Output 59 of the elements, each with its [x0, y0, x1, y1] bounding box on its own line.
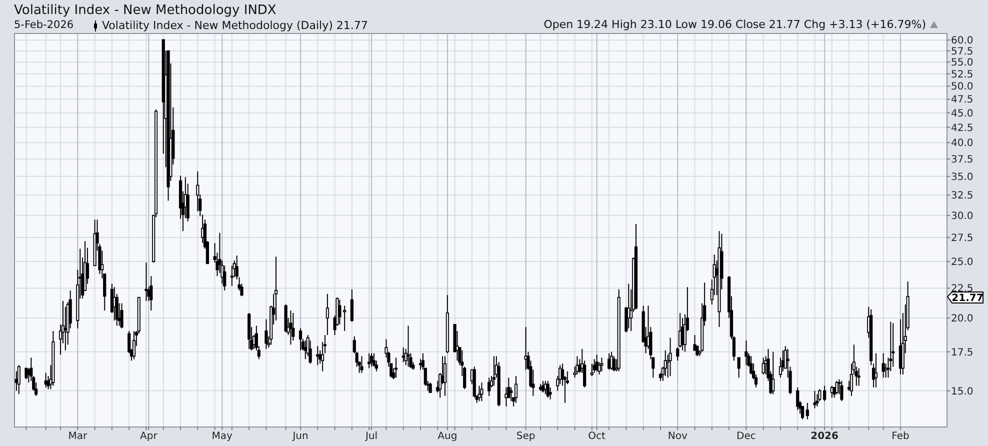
candlestick: [617, 288, 620, 372]
candlestick: [813, 390, 816, 409]
candlestick: [806, 402, 809, 420]
y-tick-label: 22.5: [951, 284, 974, 295]
candlestick: [532, 369, 535, 396]
y-tick-label: 45.0: [951, 108, 974, 120]
candlestick: [323, 334, 327, 354]
x-tick-label: Oct: [588, 431, 606, 442]
candlestick: [230, 265, 234, 286]
candlestick: [68, 290, 72, 329]
candlestick: [343, 305, 346, 332]
x-tick-label: Dec: [736, 431, 756, 442]
candlestick: [664, 350, 667, 377]
y-tick-label: 35.0: [951, 172, 974, 183]
y-tick-label: 52.5: [951, 69, 974, 80]
text: Open 19.24 High 23.10 Low 19.06 Close 21.77 Chg +3.13 (+16.79%): [544, 18, 926, 31]
y-tick-label: 30.0: [951, 210, 974, 222]
x-tick-label: Sep: [516, 431, 536, 442]
x-tick-label: Mar: [68, 431, 88, 442]
legend-label: Volatility Index - New Methodology (Daily) 21.77: [102, 19, 368, 32]
candlestick: [52, 330, 55, 386]
y-tick-label: 57.5: [951, 46, 974, 58]
candlestick: [857, 368, 860, 386]
y-tick-label: 50.0: [951, 82, 974, 93]
candlestick: [406, 325, 410, 368]
y-tick-label: 40.0: [951, 138, 974, 150]
y-tick-label: 60.0: [951, 36, 974, 47]
candlestick: [274, 256, 278, 322]
x-tick-label: Nov: [668, 431, 688, 442]
candlestick: [360, 356, 364, 374]
x-tick-label: May: [212, 431, 233, 442]
x-tick-label: Aug: [438, 431, 458, 442]
x-tick-label: Feb: [892, 431, 910, 442]
y-tick-label: 27.5: [951, 232, 974, 244]
chart-title: Volatility Index - New Methodology INDX: [14, 3, 276, 18]
x-tick-label: Apr: [140, 431, 158, 442]
x-tick-label: 2026: [810, 431, 839, 442]
y-tick-label: 55.0: [951, 58, 974, 69]
y-tick-label: 37.5: [951, 154, 974, 166]
x-tick-label: Jun: [292, 431, 308, 442]
candlestick: [510, 386, 513, 402]
y-tick-label: 42.5: [951, 122, 974, 134]
candlestick: [326, 293, 329, 336]
y-tick-label: 47.5: [951, 94, 974, 106]
candlestick: [874, 352, 878, 388]
candlestick: [338, 299, 342, 325]
candlestick: [548, 386, 552, 400]
y-tick-label: 32.5: [951, 190, 974, 202]
text: 21.77: [952, 293, 984, 304]
candlestick: [666, 354, 670, 378]
x-tick-label: Jul: [364, 431, 378, 442]
y-tick-label: 15.0: [951, 386, 974, 398]
y-tick-label: 20.0: [951, 314, 974, 325]
chart-subtitle: 5-Feb-2026: [14, 19, 74, 31]
y-tick-label: 17.5: [951, 347, 974, 358]
candlestick: [668, 337, 672, 377]
candlestick: [480, 382, 484, 402]
y-tick-label: 25.0: [951, 257, 974, 268]
candlestick: [710, 278, 714, 305]
